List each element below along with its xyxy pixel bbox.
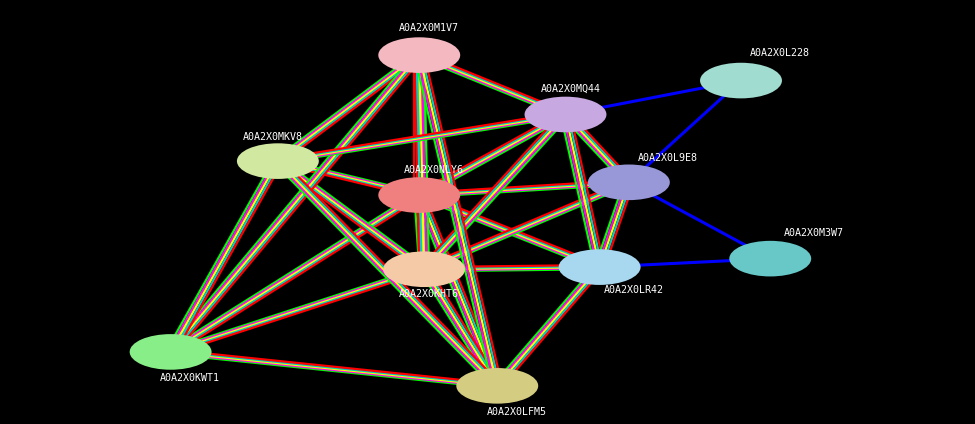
Text: A0A2X0NLY6: A0A2X0NLY6 <box>404 165 464 176</box>
Circle shape <box>700 63 782 98</box>
Circle shape <box>378 177 460 213</box>
Circle shape <box>378 37 460 73</box>
Text: A0A2X0MKV8: A0A2X0MKV8 <box>243 131 303 142</box>
Circle shape <box>729 241 811 276</box>
Circle shape <box>456 368 538 404</box>
Text: A0A2X0L228: A0A2X0L228 <box>750 48 810 58</box>
Text: A0A2X0KWT1: A0A2X0KWT1 <box>160 373 220 383</box>
Text: A0A2X0LR42: A0A2X0LR42 <box>604 285 664 296</box>
Circle shape <box>130 334 212 370</box>
Circle shape <box>588 165 670 200</box>
Text: A0A2X0L9E8: A0A2X0L9E8 <box>638 153 698 163</box>
Text: A0A2X0KHT6: A0A2X0KHT6 <box>399 289 459 299</box>
Circle shape <box>237 143 319 179</box>
Circle shape <box>383 251 465 287</box>
Circle shape <box>525 97 606 132</box>
Circle shape <box>559 249 641 285</box>
Text: A0A2X0M1V7: A0A2X0M1V7 <box>399 22 459 33</box>
Text: A0A2X0LFM5: A0A2X0LFM5 <box>487 407 547 417</box>
Text: A0A2X0MQ44: A0A2X0MQ44 <box>540 84 601 94</box>
Text: A0A2X0M3W7: A0A2X0M3W7 <box>784 228 844 238</box>
